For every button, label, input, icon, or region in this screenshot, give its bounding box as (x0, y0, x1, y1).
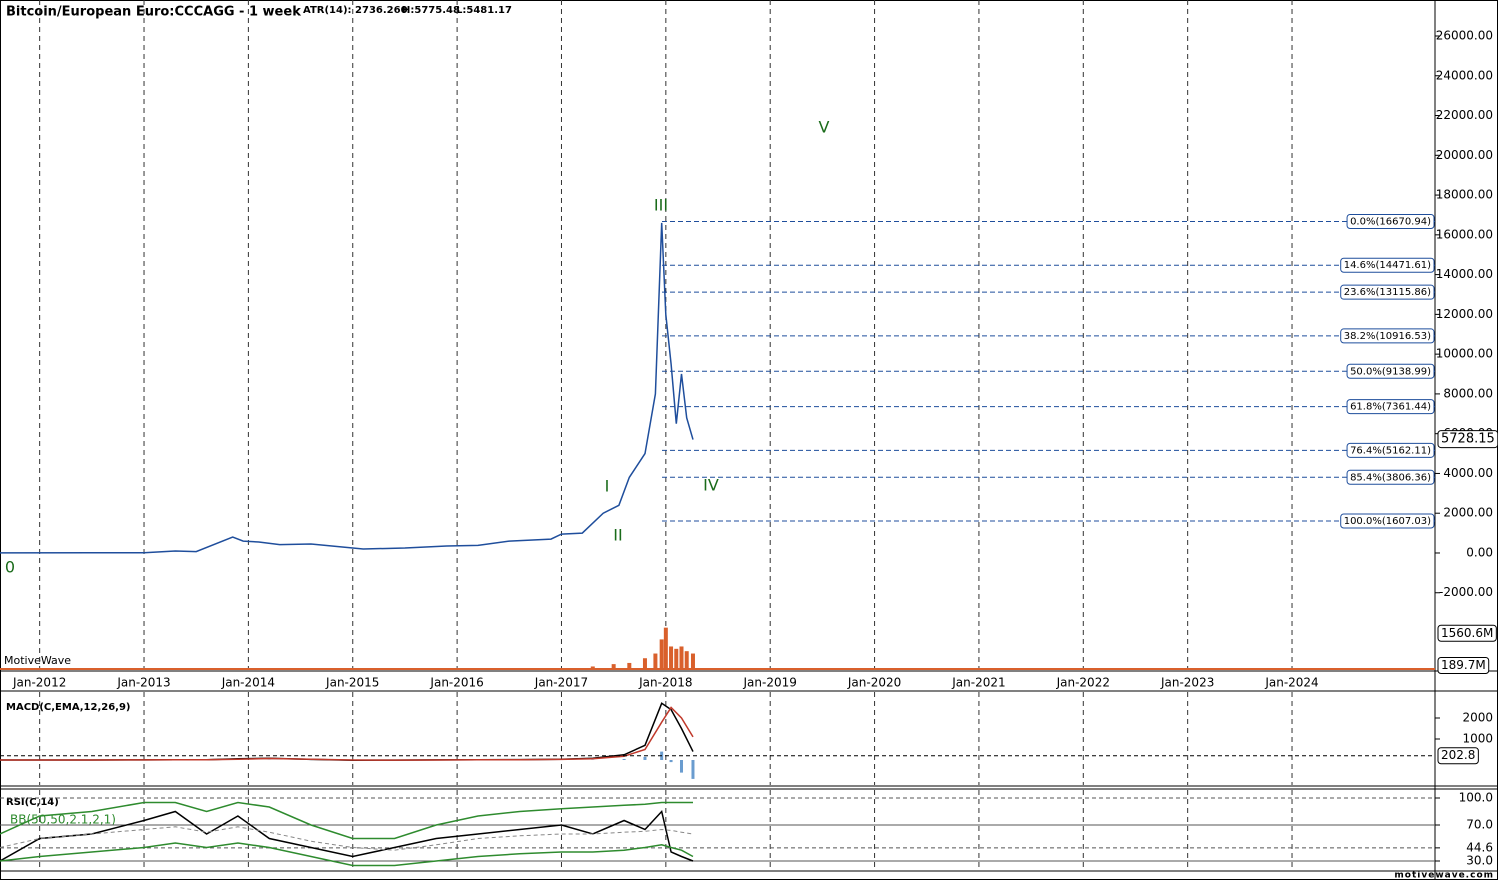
fib-label-box (1346, 469, 1435, 485)
stat: ATR(14): 2736.260 (303, 5, 408, 16)
volume-tick-label: 1560.6M (1441, 626, 1493, 640)
last-value: 202.8 (1441, 748, 1475, 762)
x-tick-label: Jan-2018 (638, 676, 692, 690)
volume-tick-label-box (1437, 657, 1490, 675)
x-tick-label: Jan-2024 (1264, 676, 1318, 690)
y-tick-label: 10000.00 (1436, 347, 1493, 361)
fib-label: 100.0%(1607.03) (1344, 516, 1431, 527)
wave-label: I (605, 477, 610, 496)
volume-bar (679, 646, 684, 670)
fib-label: 50.0%(9138.99) (1350, 366, 1431, 377)
volume-bar (669, 646, 674, 670)
y-tick-label: 26000.00 (1436, 28, 1493, 42)
volume-bar (611, 664, 616, 670)
histogram-bar (669, 760, 673, 763)
histogram-bar (622, 758, 626, 761)
panel-subtitle: BB(50,50,2.1,2,1) (10, 813, 116, 827)
fib-label: 14.6%(14471.61) (1344, 260, 1431, 271)
fib-label: 85.4%(3806.36) (1350, 472, 1431, 483)
fib-label-box (1346, 442, 1435, 458)
fib-label-box (1346, 399, 1435, 415)
fib-label: 61.8%(7361.44) (1350, 402, 1431, 413)
y-tick-label: 30.0 (1466, 854, 1493, 868)
watermark: MotiveWave (4, 654, 71, 667)
stat: L:5481.17 (456, 5, 512, 16)
y-tick-label: 70.0 (1466, 818, 1493, 832)
series-line (0, 222, 694, 554)
y-tick-label: 8000.00 (1443, 386, 1493, 400)
volume-bar (642, 658, 647, 670)
y-tick-label: 18000.00 (1436, 188, 1493, 202)
volume-bar (663, 627, 668, 670)
fib-label-box (1346, 213, 1435, 229)
volume-tick-label: 189.7M (1441, 658, 1486, 672)
y-tick-label: 4000.00 (1443, 466, 1493, 480)
wave-label: V (819, 118, 830, 137)
volume-bar (627, 662, 632, 670)
x-tick-label: Jan-2017 (534, 676, 588, 690)
wave-label: IV (703, 476, 719, 495)
y-tick-label: 100.0 (1459, 791, 1493, 805)
y-tick-label: 12000.00 (1436, 307, 1493, 321)
series-line (0, 842, 694, 867)
y-tick-label: 14000.00 (1436, 267, 1493, 281)
volume-tick-label-box (1437, 624, 1497, 642)
last-value-box (1437, 747, 1479, 765)
y-tick-label: -2000.00 (1439, 585, 1493, 599)
x-tick-label: Jan-2020 (847, 676, 901, 690)
series-line (0, 801, 693, 840)
y-tick-label: 16000.00 (1436, 227, 1493, 241)
histogram-bar (691, 760, 695, 779)
x-tick-label: Jan-2022 (1056, 676, 1110, 690)
fib-label: 23.6%(13115.86) (1344, 287, 1431, 298)
x-tick-label: Jan-2021 (951, 676, 1005, 690)
fib-label: 76.4%(5162.11) (1350, 445, 1431, 456)
volume-bar (659, 639, 664, 670)
y-tick-label: 2000 (1462, 711, 1493, 725)
stat: H:5775.48 (402, 5, 460, 16)
x-tick-label: Jan-2019 (743, 676, 797, 690)
histogram-bar (679, 760, 683, 773)
volume-bar (684, 651, 689, 670)
histogram-bar (643, 756, 647, 761)
y-tick-label: 1000 (1462, 732, 1493, 746)
fib-label-box (1340, 328, 1435, 344)
wave-label: II (613, 526, 622, 545)
footer: motivewave.com (1394, 871, 1494, 880)
y-tick-label: 44.6 (1466, 840, 1493, 854)
fib-label: 0.0%(16670.94) (1350, 216, 1431, 227)
y-tick-label: 22000.00 (1436, 108, 1493, 122)
x-tick-label: Jan-2013 (116, 676, 170, 690)
x-tick-label: Jan-2016 (429, 676, 483, 690)
fib-label-box (1340, 513, 1435, 529)
fib-label-box (1346, 363, 1435, 379)
y-tick-label: 2000.00 (1443, 506, 1493, 520)
panel-title: RSI(C,14) (6, 797, 59, 808)
x-tick-label: Jan-2014 (221, 676, 275, 690)
fib-label-box (1340, 284, 1435, 300)
series-line (0, 826, 694, 851)
volume-bar (690, 653, 695, 670)
wave-label: III (654, 196, 668, 215)
fib-label: 38.2%(10916.53) (1344, 331, 1431, 342)
x-tick-label: Jan-2023 (1160, 676, 1214, 690)
y-tick-label: 24000.00 (1436, 68, 1493, 82)
wave-label: 0 (5, 558, 15, 577)
panel-title: MACD(C,EMA,12,26,9) (6, 702, 131, 713)
chart-title: Bitcoin/European Euro:CCCAGG - 1 week (6, 5, 301, 20)
fib-label-box (1340, 257, 1435, 273)
series-line (0, 706, 694, 761)
y-tick-label: 20000.00 (1436, 148, 1493, 162)
volume-bar (674, 648, 679, 670)
y-tick-label: 0.00 (1466, 545, 1493, 559)
last-price: 5728.15 (1441, 432, 1495, 447)
x-tick-label: Jan-2012 (12, 676, 66, 690)
volume-bar (653, 653, 658, 670)
series-line (0, 809, 694, 862)
x-tick-label: Jan-2015 (325, 676, 379, 690)
